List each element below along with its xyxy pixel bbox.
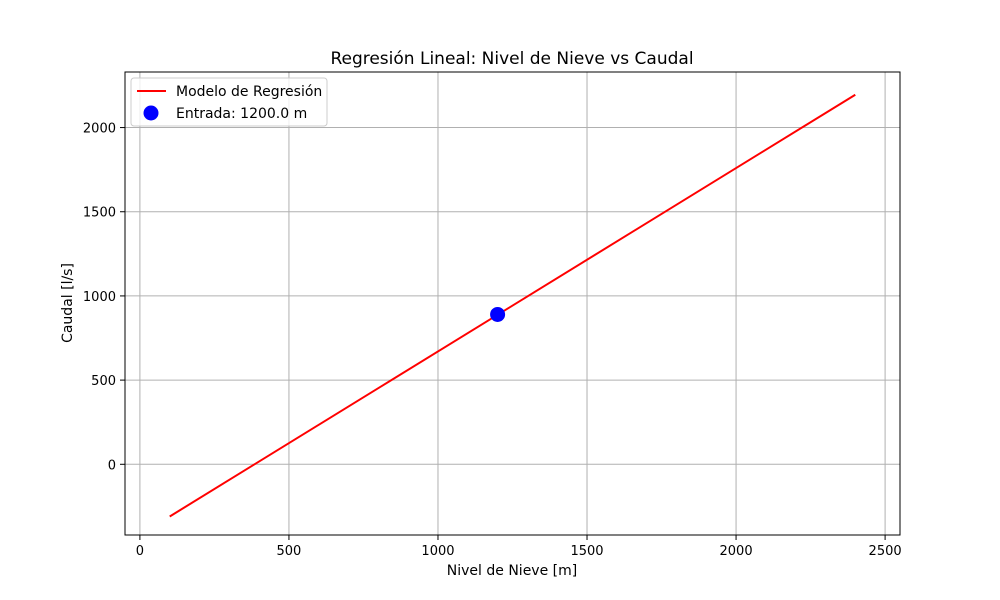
grid-layer [125, 72, 900, 535]
x-tick-label: 1500 [570, 544, 603, 559]
x-tick-label: 500 [277, 544, 302, 559]
regression-line [169, 93, 856, 518]
y-tick-label: 1000 [83, 290, 116, 305]
x-axis-title: Nivel de Nieve [m] [447, 563, 577, 579]
x-tick-label: 0 [136, 544, 144, 559]
legend-label-regression: Modelo de Regresión [176, 84, 322, 100]
tick-layer: 0 500 1000 1500 2000 2500 0 500 1000 1500 2000 [83, 122, 902, 559]
y-tick-label: 500 [91, 374, 116, 389]
legend-box [130, 77, 328, 127]
x-tick-label: 1000 [421, 544, 454, 559]
legend-label-input: Entrada: 1200.0 m [176, 106, 307, 122]
x-tick-label: 2500 [869, 544, 902, 559]
y-tick-label: 0 [108, 458, 116, 473]
y-tick-label: 1500 [83, 206, 116, 221]
legend: Modelo de Regresión Entrada: 1200.0 m [130, 77, 328, 127]
input-point [490, 306, 506, 322]
x-tick-label: 2000 [720, 544, 753, 559]
y-tick-label: 2000 [83, 122, 116, 137]
chart-title: Regresión Lineal: Nivel de Nieve vs Caud… [330, 49, 693, 69]
plot-layer [169, 93, 856, 518]
plot-frame [124, 71, 901, 536]
y-axis-title: Caudal [l/s] [60, 263, 76, 343]
legend-dot-swatch [143, 105, 159, 121]
